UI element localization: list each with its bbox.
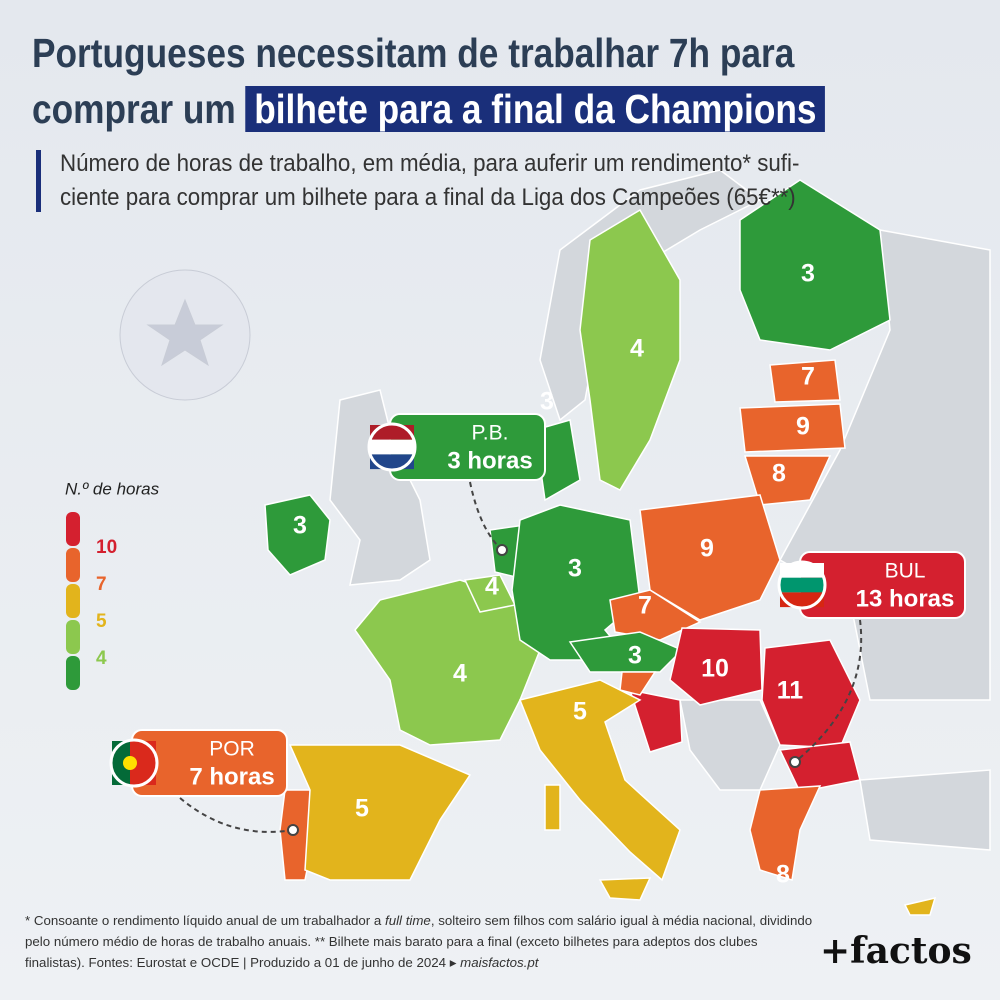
callout-name: BUL: [885, 560, 926, 583]
title: comprar um bilhete para a final da Champ…: [32, 86, 826, 133]
flag-stripe: [780, 563, 824, 578]
country-value: 3: [628, 642, 642, 670]
flag-stripe: [370, 425, 414, 440]
footnote-text: , solteiro sem filhos com salário igual …: [25, 913, 813, 970]
flag-ring: [367, 422, 417, 472]
country-value: 10: [701, 655, 729, 683]
footnote-italic: maisfactos.pt: [460, 955, 539, 970]
title-highlight: bilhete para a final da Champions: [245, 86, 826, 132]
legend-label: 10: [96, 537, 117, 558]
ball-icon: [119, 269, 251, 401]
callout-value: 3 horas: [447, 447, 532, 474]
country-value: 3: [540, 388, 554, 416]
eu-countries: [264, 179, 937, 916]
logo: +factos: [820, 930, 972, 972]
footnote-italic: full time: [385, 913, 431, 928]
country-value: 11: [777, 677, 804, 705]
footnote-text: * Consoante o rendimento líquido anual d…: [25, 913, 385, 928]
flag-stripe: [780, 592, 824, 608]
country-value: 3: [568, 555, 582, 583]
country-value: 8: [776, 861, 790, 889]
country-value: 4: [453, 660, 467, 688]
subtitle: ciente para comprar um bilhete para a fi…: [60, 184, 796, 211]
legend-title: N.º de horas: [65, 479, 160, 498]
country-value: 9: [796, 413, 810, 441]
callout-value: 7 horas: [189, 763, 274, 790]
country-value: 4: [630, 335, 644, 363]
callout-dot: [789, 756, 801, 768]
country-value: 7: [638, 592, 652, 620]
country-value: 9: [700, 535, 714, 563]
callout-value: 13 horas: [856, 585, 955, 612]
flag-emblem: [123, 756, 137, 770]
legend-swatch: [66, 548, 80, 582]
legend-swatch: [66, 512, 80, 546]
flag-stripe: [780, 577, 824, 593]
country-value: 3: [293, 512, 307, 540]
callout-dot: [287, 824, 299, 836]
country-value: 8: [772, 460, 786, 488]
country-value: 4: [485, 573, 499, 601]
legend-swatch: [66, 656, 80, 690]
legend-label: 7: [96, 574, 107, 595]
callout-dot: [496, 544, 508, 556]
country-value: 5: [355, 795, 369, 823]
flag-stripe: [370, 454, 414, 470]
title-text: comprar um: [32, 86, 236, 132]
legend-label: 4: [96, 648, 107, 669]
country-value: 3: [801, 260, 815, 288]
subtitle-bar: [36, 150, 41, 212]
title: Portugueses necessitam de trabalhar 7h p…: [32, 30, 795, 76]
callout-name: POR: [209, 738, 255, 761]
flag-ring: [777, 560, 827, 610]
callout-name: P.B.: [472, 422, 509, 445]
legend-swatch: [66, 620, 80, 654]
legend-swatch: [66, 584, 80, 618]
callout-leader: [179, 797, 294, 833]
country-value: 7: [801, 363, 815, 391]
callout-leader: [794, 619, 863, 763]
footnote: * Consoante o rendimento líquido anual d…: [25, 910, 815, 973]
flag-stripe: [112, 741, 130, 785]
country-value: 5: [573, 698, 587, 726]
legend-label: 5: [96, 611, 107, 632]
flag-ring: [109, 738, 159, 788]
flag-stripe: [370, 439, 414, 455]
subtitle: Número de horas de trabalho, em média, p…: [60, 150, 800, 177]
